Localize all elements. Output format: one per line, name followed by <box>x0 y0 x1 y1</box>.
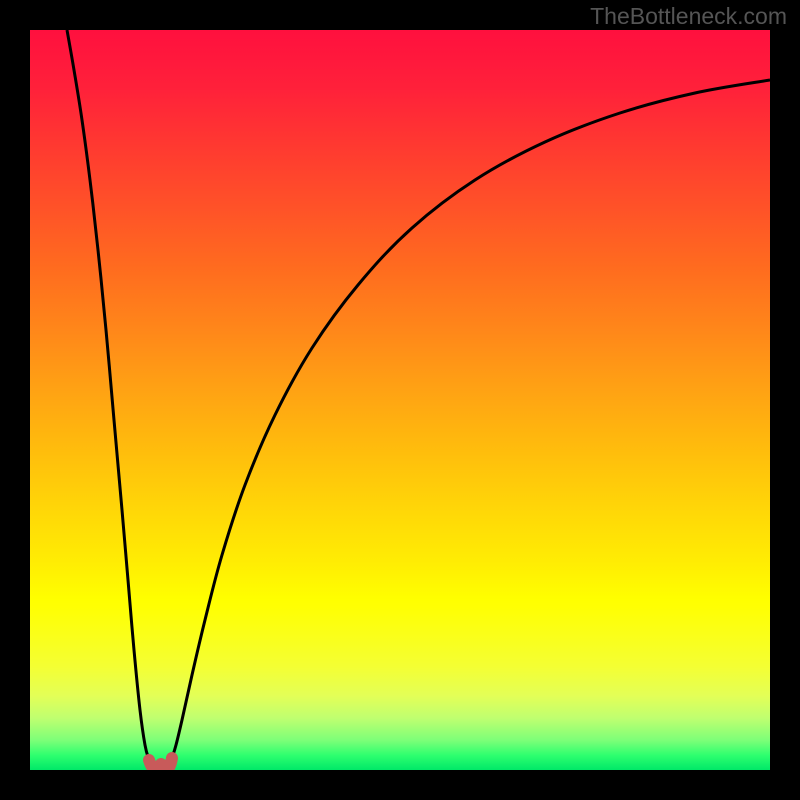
watermark: TheBottleneck.com <box>590 3 787 30</box>
bottleneck-chart: TheBottleneck.com <box>0 0 800 800</box>
watermark-text: TheBottleneck.com <box>590 3 787 29</box>
plot-background <box>30 30 770 770</box>
trough-marker <box>149 758 172 770</box>
chart-svg <box>0 0 800 800</box>
